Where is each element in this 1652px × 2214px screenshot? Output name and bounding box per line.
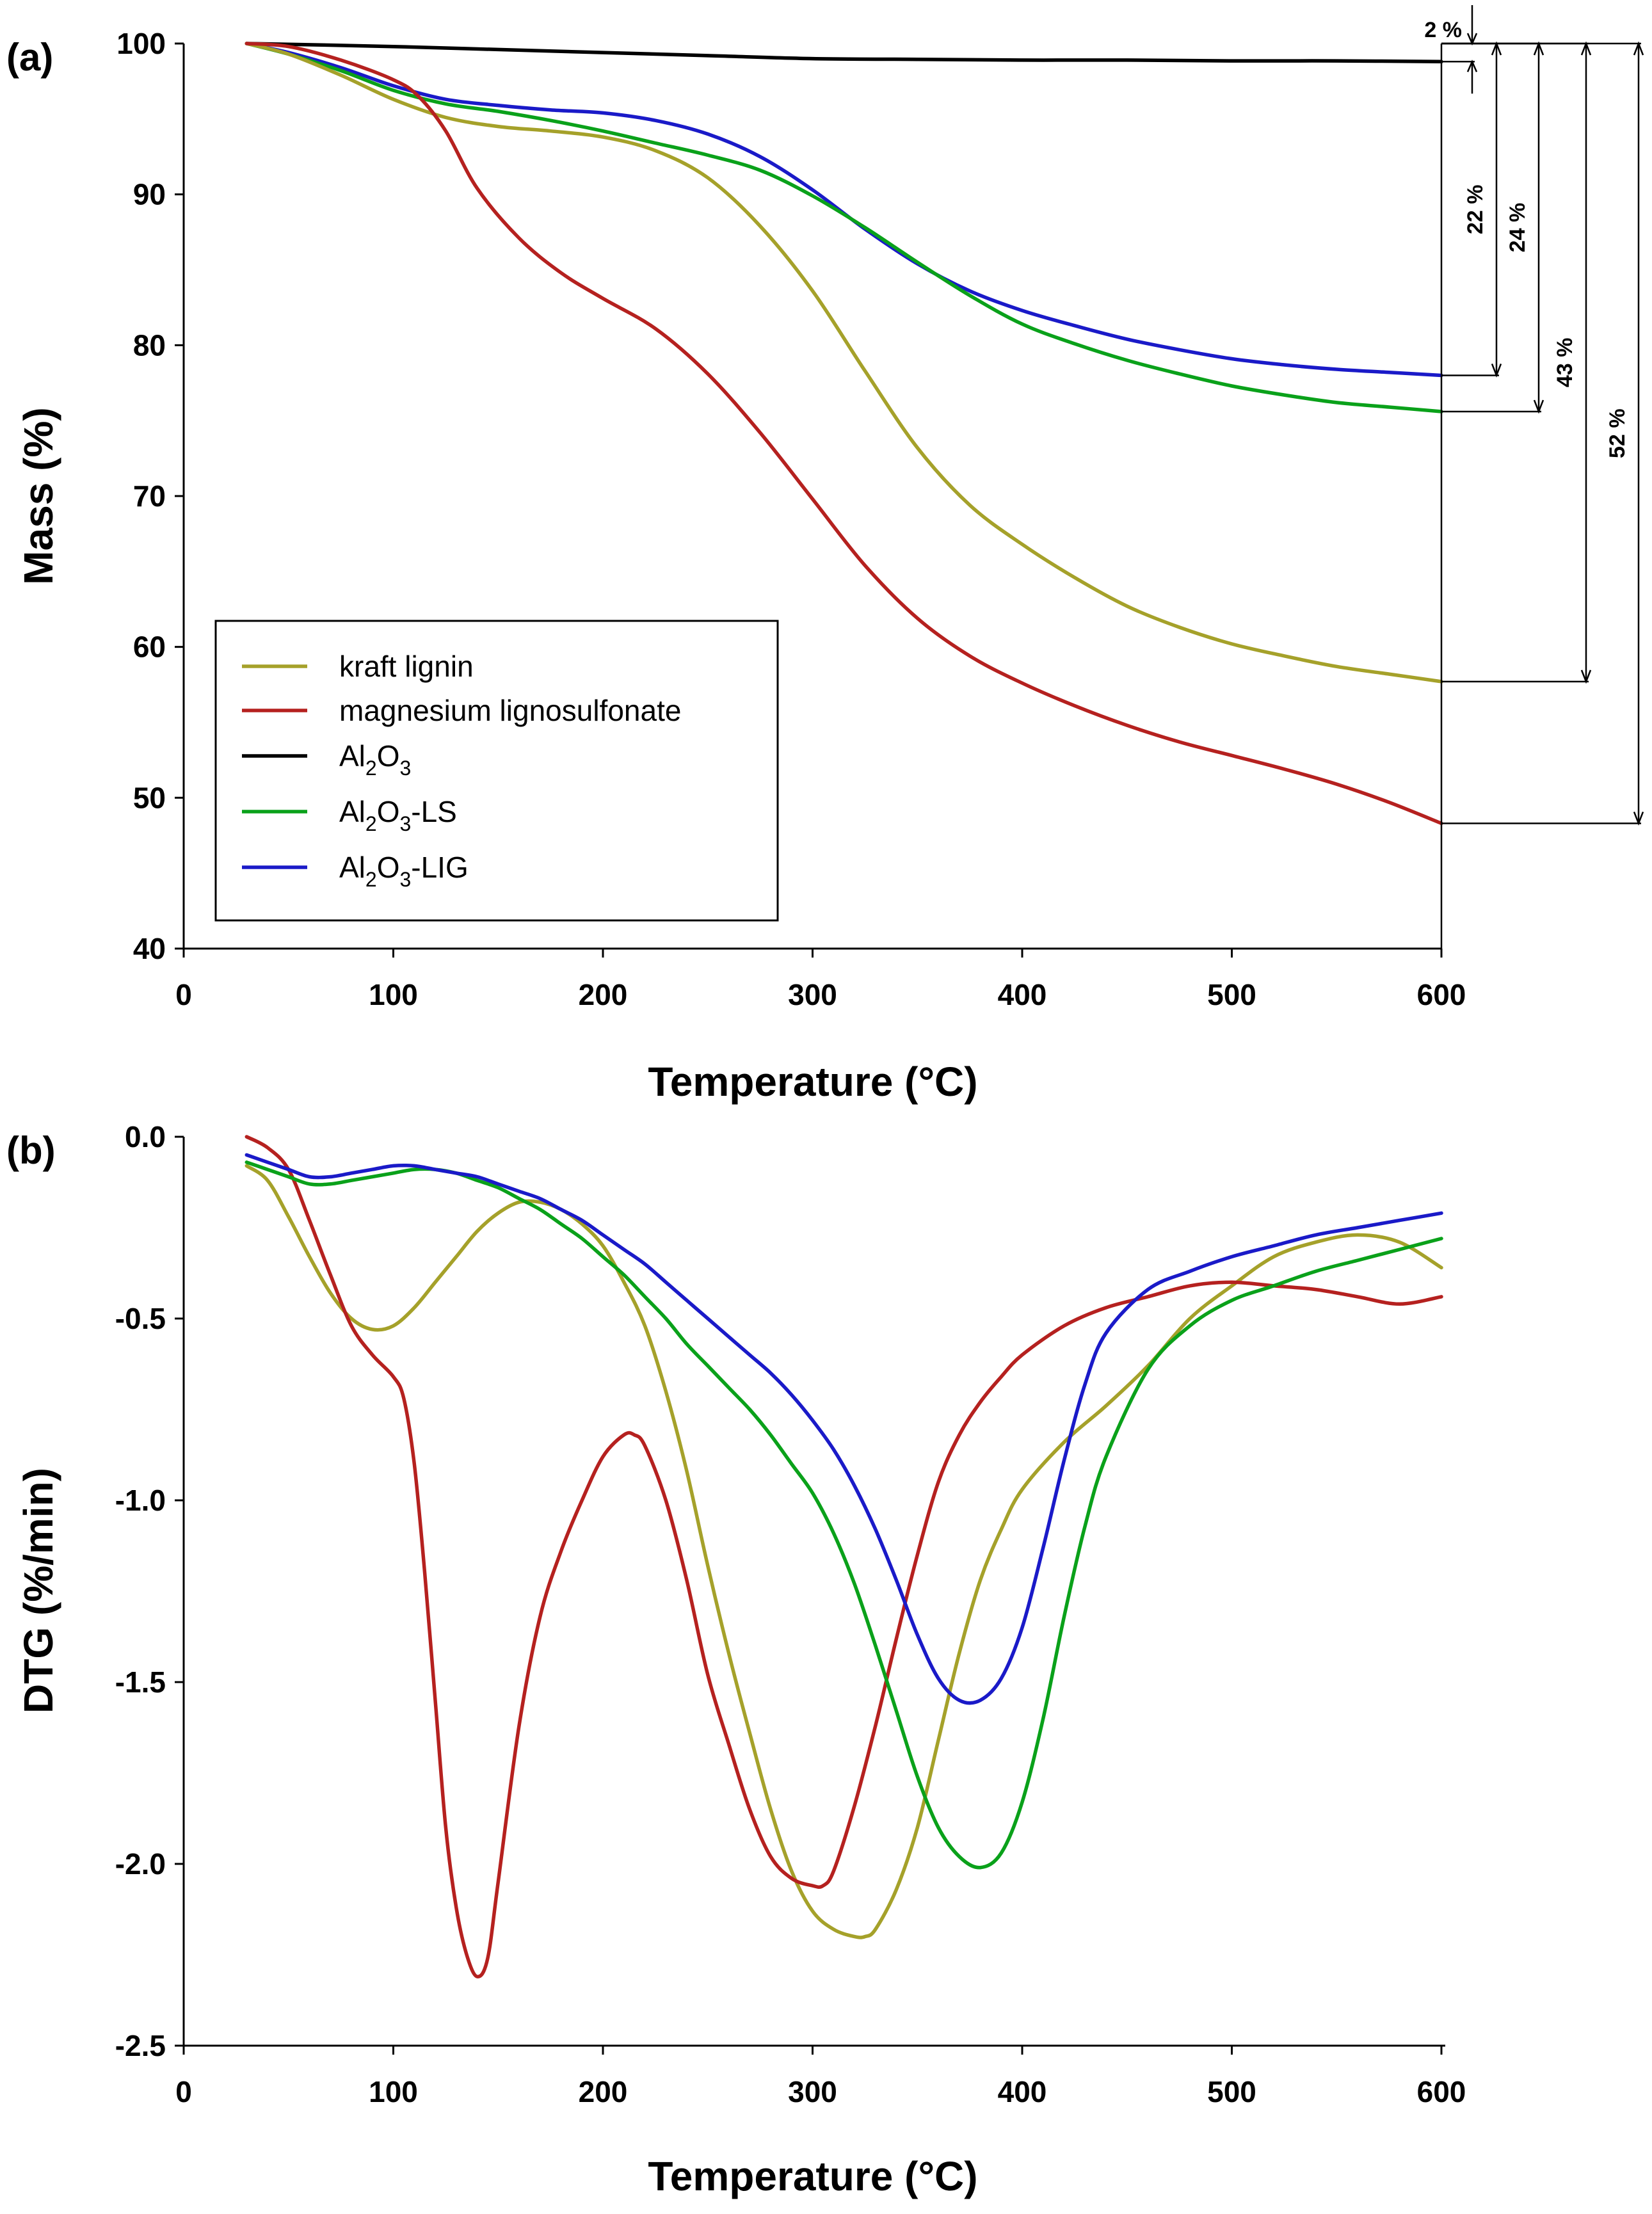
annotation-24: 24 % — [1441, 41, 1544, 414]
x-tick-label: 100 — [369, 978, 418, 1011]
panel-b-y-axis-title: DTG (%/min) — [15, 1468, 61, 1713]
x-tick-label: 600 — [1417, 2075, 1466, 2108]
x-tick-label: 200 — [579, 2075, 628, 2108]
series-line-magnesium-lignosulfonate — [245, 1135, 1443, 1978]
y-tick-label: 80 — [133, 328, 166, 362]
y-tick-label: 0.0 — [125, 1120, 166, 1153]
annotation-43: 43 % — [1441, 41, 1592, 684]
x-tick-label: 300 — [788, 978, 837, 1011]
y-tick-label: -2.0 — [115, 1847, 166, 1881]
legend-item-magnesium-lignosulfonate: magnesium lignosulfonate — [242, 694, 681, 727]
series-line-al2o3-ls — [245, 42, 1443, 413]
panel-a-y-ticks: 40 50 60 70 80 90 100 — [116, 27, 184, 965]
panel-a-curves — [245, 42, 1443, 826]
annotation-label: 24 % — [1505, 203, 1530, 253]
series-line-kraft-lignin — [245, 1164, 1443, 1939]
legend-item-al2o3: Al2O3 — [242, 739, 411, 780]
legend-item-kraft-lignin: kraft lignin — [242, 650, 474, 683]
x-tick-label: 600 — [1417, 978, 1466, 1011]
panel-a-mass-loss-annotations: 2 % 22 % 24 % 43 % 52 % — [1424, 5, 1644, 949]
y-tick-label: 60 — [133, 630, 166, 664]
annotation-label: 22 % — [1463, 184, 1488, 234]
panel-b-curves — [245, 1135, 1443, 1978]
y-tick-label: -1.5 — [115, 1665, 166, 1699]
y-tick-label: -1.0 — [115, 1484, 166, 1517]
y-tick-label: -0.5 — [115, 1302, 166, 1335]
annotation-arrowhead — [1580, 670, 1592, 684]
legend-label-al2o3: Al2O3 — [339, 739, 411, 780]
legend: kraft lignin magnesium lignosulfonate Al… — [214, 620, 779, 922]
x-tick-label: 200 — [579, 978, 628, 1011]
annotation-arrowhead — [1491, 364, 1502, 378]
y-tick-label: 40 — [133, 932, 166, 965]
annotation-arrowhead — [1533, 399, 1544, 414]
annotation-52: 52 % — [1441, 41, 1644, 826]
series-line-al2o3-lig — [245, 1153, 1443, 1705]
series-line-al2o3-lig — [245, 42, 1443, 378]
y-tick-label: 100 — [116, 27, 166, 60]
x-tick-label: 400 — [998, 2075, 1047, 2108]
annotation-arrowhead — [1633, 811, 1644, 826]
series-line-kraft-lignin — [245, 42, 1443, 684]
x-tick-label: 300 — [788, 2075, 837, 2108]
panel-a-y-axis-title: Mass (%) — [15, 407, 61, 584]
x-tick-label: 0 — [175, 978, 192, 1011]
panel-b-x-axis-title: Temperature (°C) — [648, 2153, 977, 2199]
y-tick-label: 70 — [133, 479, 166, 513]
y-tick-label: 50 — [133, 781, 166, 814]
x-tick-label: 0 — [175, 2075, 192, 2108]
y-tick-label: 90 — [133, 178, 166, 211]
panel-a-x-axis-title: Temperature (°C) — [648, 1059, 977, 1105]
series-line-al2o3 — [245, 42, 1443, 64]
panel-a-x-ticks: 0 100 200 300 400 500 600 — [175, 949, 1466, 1011]
panel-a-label: (a) — [6, 36, 53, 79]
panel-a-mass-chart: (a) 2 %22 % 24 %43 %52 % 0 100 200 300 400 500… — [6, 5, 1644, 1105]
x-tick-label: 400 — [998, 978, 1047, 1011]
annotation-arrowhead — [1466, 60, 1478, 72]
annotation-22: 22 % — [1441, 41, 1502, 378]
series-line-al2o3-ls — [245, 1160, 1443, 1870]
legend-box — [214, 620, 779, 922]
legend-item-al2o3-lig: Al2O3-LIG — [242, 851, 469, 891]
panel-b-label: (b) — [6, 1129, 56, 1172]
legend-item-al2o3-ls: Al2O3-LS — [242, 795, 457, 835]
legend-label-al2o3-lig: Al2O3-LIG — [339, 851, 469, 891]
panel-b-x-ticks: 0 100 200 300 400 500 600 — [175, 2046, 1466, 2108]
legend-label-kraft-lignin: kraft lignin — [339, 650, 474, 683]
annotation-2: 2 % — [1424, 5, 1478, 94]
annotation-label: 2 % — [1424, 18, 1462, 42]
x-tick-label: 500 — [1207, 978, 1256, 1011]
panel-b-dtg-chart: (b) 0 100 200 300 400 500 600 -2.5 -2.0 -1.5 -1.0… — [6, 1120, 1466, 2199]
annotation-arrowhead — [1633, 41, 1644, 56]
annotation-label: 43 % — [1553, 338, 1577, 388]
legend-label-al2o3-ls: Al2O3-LS — [339, 795, 457, 835]
y-tick-label: -2.5 — [115, 2029, 166, 2062]
panel-b-y-ticks: -2.5 -2.0 -1.5 -1.0 -0.5 0.0 — [115, 1120, 184, 2062]
series-line-magnesium-lignosulfonate — [245, 42, 1443, 826]
legend-label-magnesium-lignosulfonate: magnesium lignosulfonate — [339, 694, 681, 727]
x-tick-label: 500 — [1207, 2075, 1256, 2108]
x-tick-label: 100 — [369, 2075, 418, 2108]
annotation-label: 52 % — [1605, 408, 1630, 458]
